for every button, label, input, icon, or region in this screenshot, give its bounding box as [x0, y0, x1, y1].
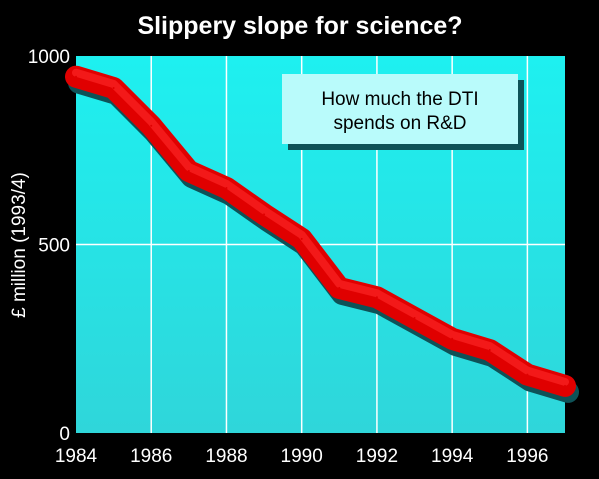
- data-point-1984: [75, 75, 77, 78]
- chart-title: Slippery slope for science?: [137, 12, 462, 40]
- data-point-1992: [375, 296, 378, 299]
- data-point-1997: [564, 384, 566, 387]
- data-point-1987: [187, 169, 190, 172]
- data-point-1985: [112, 87, 115, 90]
- y-tick-label: 1000: [28, 47, 70, 68]
- x-tick-label: 1994: [431, 446, 474, 467]
- annotation-line-1: How much the DTI: [321, 89, 478, 110]
- series-line-highlight: [72, 68, 569, 386]
- x-tick-label: 1988: [205, 446, 247, 467]
- data-point-1995: [488, 349, 491, 352]
- x-tick-label: 1984: [55, 446, 98, 467]
- annotation-box: How much the DTI spends on R&D: [282, 74, 524, 150]
- data-point-1991: [338, 286, 341, 289]
- x-tick-label: 1992: [356, 446, 398, 467]
- annotation-line-2: spends on R&D: [333, 113, 466, 134]
- data-point-1994: [451, 337, 454, 340]
- annotation-panel: [282, 74, 518, 144]
- data-point-1989: [263, 213, 266, 216]
- x-tick-label: 1990: [281, 446, 323, 467]
- data-point-1988: [225, 186, 228, 189]
- x-tick-label: 1986: [130, 446, 172, 467]
- y-tick-label: 500: [38, 236, 70, 257]
- data-point-1990: [300, 237, 303, 240]
- x-axis-ticks: 1984 1986 1988 1990 1992 1994 1996: [55, 446, 549, 467]
- data-series: [65, 65, 579, 403]
- y-axis-ticks: 0 500 1000: [28, 47, 70, 445]
- x-tick-label: 1996: [506, 446, 548, 467]
- data-point-1996: [526, 373, 529, 376]
- y-tick-label: 0: [59, 424, 70, 445]
- data-point-1986: [150, 124, 153, 127]
- y-axis-label: £ million (1993/4): [9, 172, 30, 318]
- data-point-1993: [413, 317, 416, 320]
